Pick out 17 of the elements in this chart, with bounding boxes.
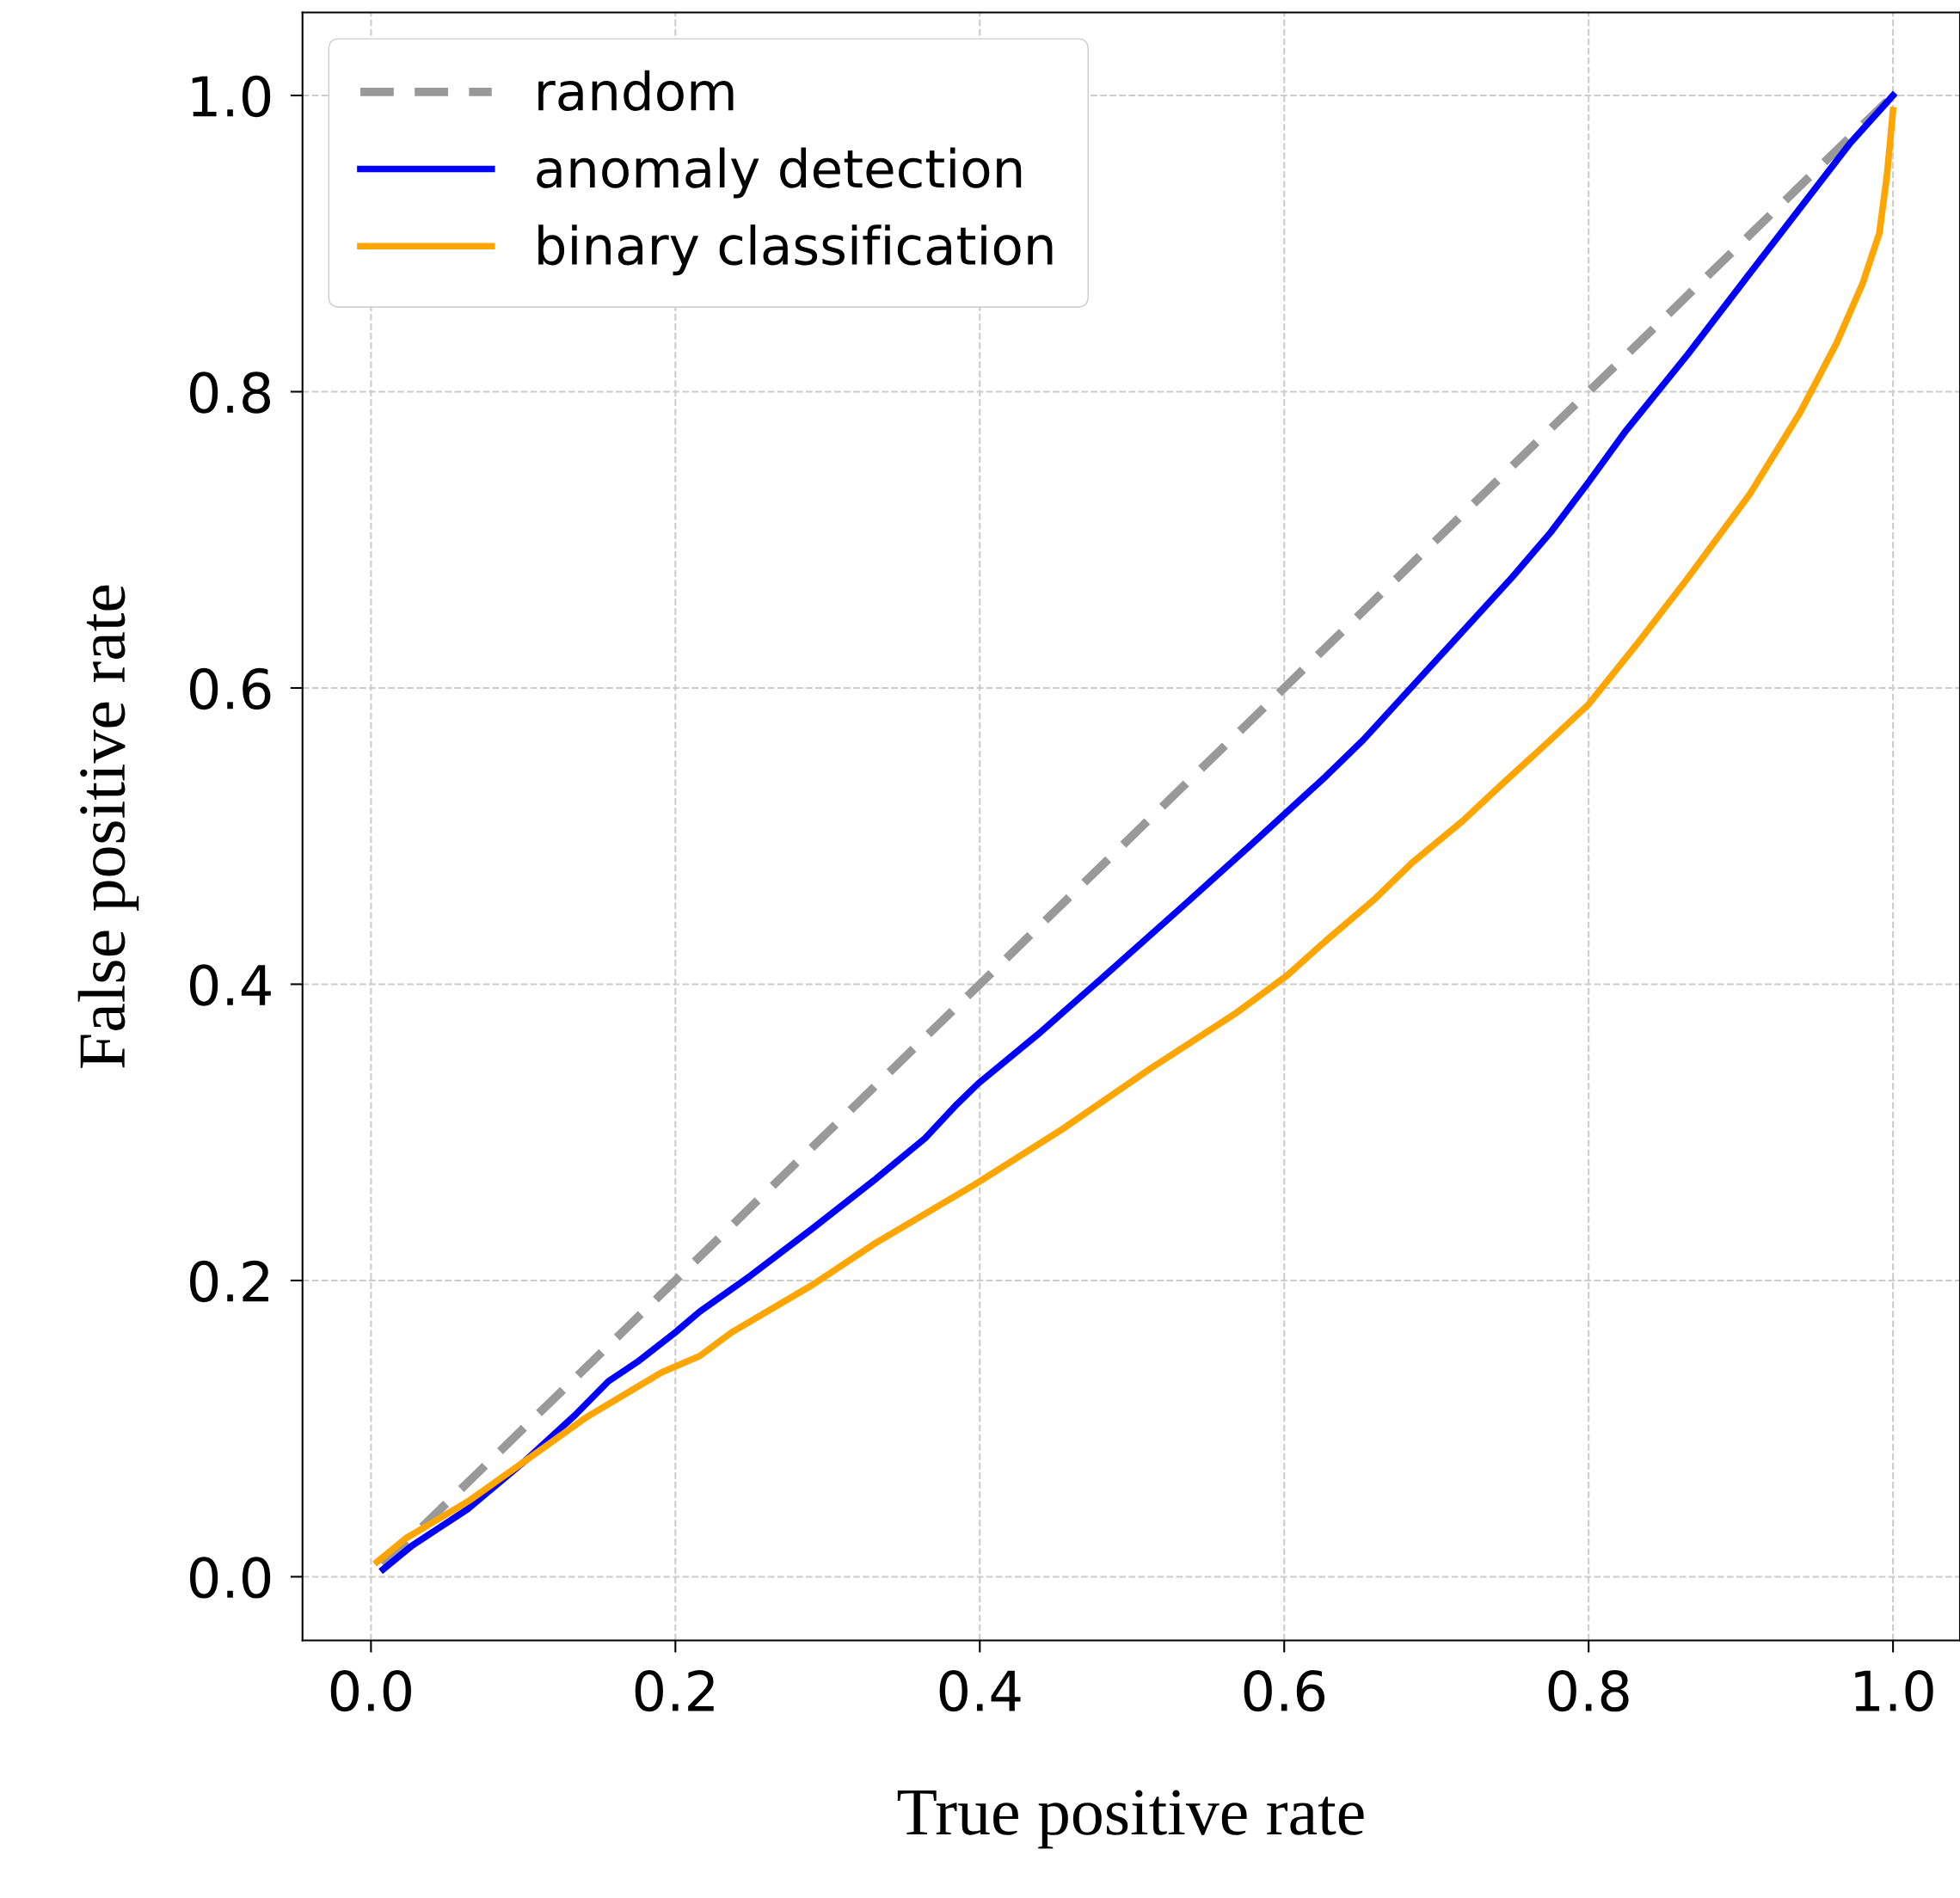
y-tick-label: 0.6 [190,667,271,710]
legend-label: random [538,70,734,112]
y-tick-label: 0.4 [190,964,271,1006]
y-axis-title: False positive rate [77,585,139,1068]
x-tick-label: 0.0 [330,1669,411,1712]
y-tick-label: 1.0 [192,75,271,118]
y-tick-label: 0.8 [190,372,271,414]
x-tick-label: 0.4 [939,1669,1021,1712]
y-tick-label: 0.0 [190,1557,271,1599]
legend-label: binary classification [538,224,1053,276]
x-tick-label: 0.8 [1548,1669,1629,1712]
y-tick-label: 0.2 [190,1260,268,1303]
x-tick-label: 0.2 [635,1669,714,1712]
x-tick-label: 1.0 [1855,1669,1933,1712]
x-axis-title: True positive rate [897,1790,1364,1849]
x-tick-label: 0.6 [1244,1669,1325,1712]
legend-label: anomaly detection [537,147,1022,199]
